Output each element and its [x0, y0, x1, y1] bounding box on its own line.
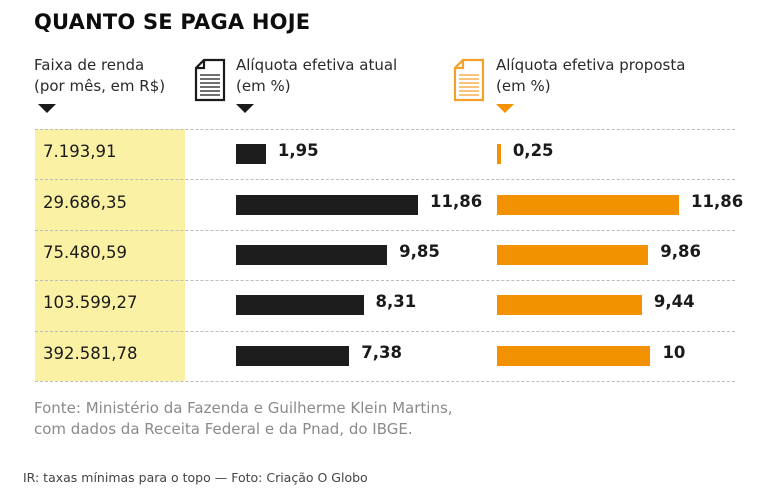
source-note: Fonte: Ministério da Fazenda e Guilherme… [34, 398, 453, 440]
income-label: 7.193,91 [43, 142, 117, 162]
source-line1: Fonte: Ministério da Fazenda e Guilherme… [34, 399, 453, 417]
proposed-value-label: 10 [662, 342, 686, 362]
current-value-label: 1,95 [277, 141, 319, 161]
proposed-bar [497, 194, 679, 215]
income-header-line2: (por mês, em R$) [34, 77, 166, 95]
proposed-bar [497, 245, 649, 265]
current-bar [236, 345, 350, 366]
row-divider [35, 229, 735, 231]
income-header-line1: Faixa de renda [34, 56, 145, 74]
income-label: 392.581,78 [43, 343, 138, 363]
proposed-bar [497, 144, 501, 165]
row-divider [35, 280, 735, 282]
income-header: Faixa de renda (por mês, em R$) [34, 55, 165, 97]
row-divider [35, 381, 735, 382]
income-label: 103.599,27 [43, 293, 138, 313]
current-header: Alíquota efetiva atual (em %) [236, 55, 397, 97]
proposed-bar [497, 345, 651, 366]
current-value-label: 11,86 [430, 191, 483, 211]
proposed-header: Alíquota efetiva proposta (em %) [496, 55, 685, 97]
income-label: 75.480,59 [43, 243, 127, 262]
income-label: 29.686,35 [43, 192, 127, 212]
proposed-value-label: 0,25 [512, 141, 554, 161]
income-column-background [35, 129, 185, 381]
document-orange-icon [453, 58, 485, 102]
current-bar [236, 295, 364, 316]
current-bar [236, 194, 418, 215]
photo-caption: IR: taxas mínimas para o topo — Foto: Cr… [23, 470, 368, 485]
current-bar [236, 245, 388, 265]
proposed-bar [497, 295, 642, 316]
proposed-value-label: 9,44 [653, 292, 695, 312]
row-divider [35, 179, 735, 181]
current-arrow-icon [236, 104, 254, 113]
current-value-label: 8,31 [375, 292, 417, 312]
current-header-line2: (em %) [236, 77, 291, 95]
proposed-header-line2: (em %) [496, 77, 551, 95]
income-arrow-icon [38, 104, 56, 113]
row-divider [35, 330, 735, 332]
current-bar [236, 144, 266, 165]
row-divider [35, 129, 735, 130]
source-line2: com dados da Receita Federal e da Pnad, … [34, 420, 413, 438]
proposed-value-label: 9,86 [660, 242, 702, 261]
current-value-label: 7,38 [361, 342, 402, 362]
document-icon [194, 58, 226, 102]
chart-title: QUANTO SE PAGA HOJE [34, 10, 311, 34]
current-value-label: 9,85 [399, 242, 440, 261]
current-header-line1: Alíquota efetiva atual [236, 56, 398, 74]
proposed-arrow-icon [496, 104, 514, 113]
proposed-value-label: 11,86 [691, 191, 744, 211]
proposed-header-line1: Alíquota efetiva proposta [496, 56, 686, 74]
